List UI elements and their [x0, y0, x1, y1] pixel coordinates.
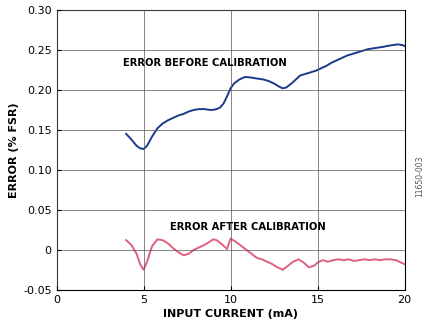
Text: ERROR AFTER CALIBRATION: ERROR AFTER CALIBRATION — [170, 222, 325, 232]
Y-axis label: ERROR (% FSR): ERROR (% FSR) — [9, 102, 19, 198]
X-axis label: INPUT CURRENT (mA): INPUT CURRENT (mA) — [163, 309, 297, 319]
Text: ERROR BEFORE CALIBRATION: ERROR BEFORE CALIBRATION — [122, 58, 286, 68]
Text: 11650-003: 11650-003 — [414, 156, 423, 197]
